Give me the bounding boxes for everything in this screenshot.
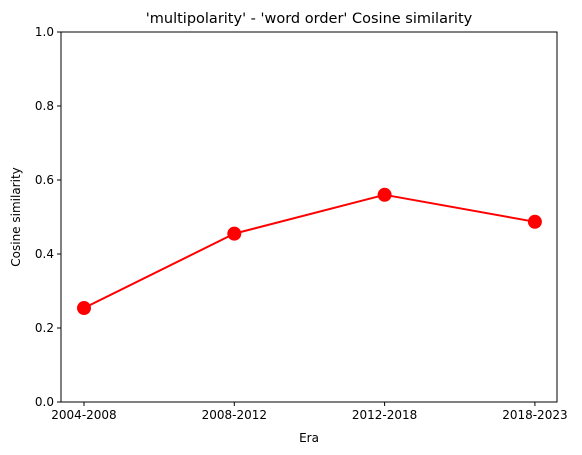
- data-point: [227, 226, 242, 241]
- y-tick-label: 0.4: [35, 247, 54, 261]
- chart-title: 'multipolarity' - 'word order' Cosine si…: [146, 11, 473, 27]
- x-tick-label: 2004-2008: [51, 408, 116, 422]
- y-tick-label: 1.0: [35, 25, 54, 39]
- x-tick-label: 2018-2023: [502, 408, 567, 422]
- x-axis-label: Era: [299, 431, 319, 445]
- plot-frame: [60, 31, 558, 403]
- x-tick-label: 2008-2012: [202, 408, 267, 422]
- series-line: [83, 193, 536, 309]
- y-tick-label: 0.8: [35, 99, 54, 113]
- data-point: [377, 187, 392, 202]
- y-axis-label: Cosine similarity: [9, 167, 23, 266]
- plot-area: 0.0 0.2 0.4 0.6 0.8 1.0 2004-2008 2008-2012 2012…: [35, 25, 568, 422]
- data-point: [77, 301, 91, 316]
- x-tick-label: 2012-2018: [352, 408, 417, 422]
- y-tick-label: 0.2: [35, 321, 54, 335]
- data-point: [527, 214, 542, 229]
- y-tick-label: 0.0: [35, 395, 54, 409]
- y-tick-label: 0.6: [35, 173, 54, 187]
